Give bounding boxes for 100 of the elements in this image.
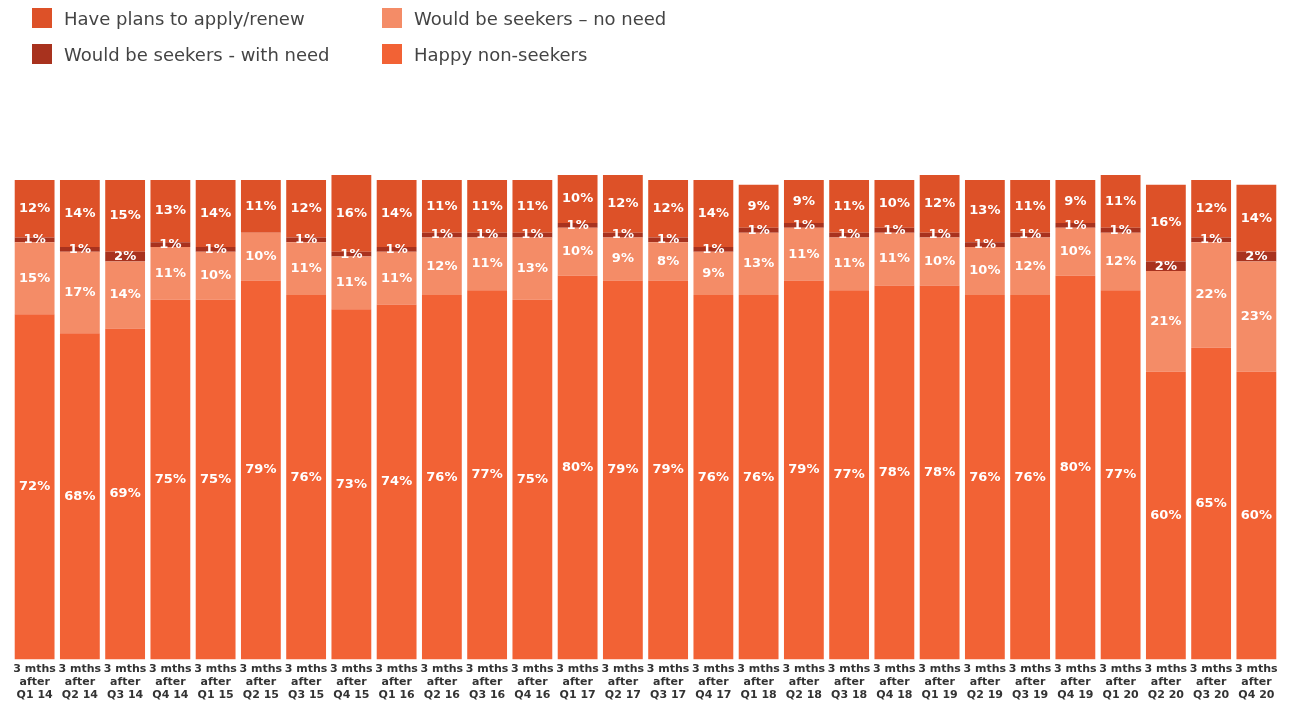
legend-label: Would be seekers - with need [64,43,330,65]
x-tick-label: 3 mths after Q4 18 [873,661,917,702]
x-tick-label: 3 mths after Q1 14 [13,661,57,702]
data-label: 74% [381,473,413,489]
data-label: 69% [109,485,141,501]
data-label: 72% [19,478,51,494]
data-label: 78% [924,463,956,479]
data-label: 9% [702,264,725,280]
legend-label: Have plans to apply/renew [64,7,305,29]
data-label: 65% [1195,494,1227,510]
x-tick-label: 3 mths after Q2 15 [239,661,283,702]
data-label: 76% [969,468,1001,484]
data-label: 11% [471,197,503,213]
data-label: 79% [245,461,277,477]
data-label: 1% [838,226,861,242]
x-tick-label: 3 mths after Q4 14 [149,661,193,702]
x-tick-label: 3 mths after Q3 17 [646,661,690,702]
x-tick-label: 3 mths after Q3 20 [1189,661,1233,702]
data-label: 12% [1014,257,1046,273]
data-label: 16% [1150,214,1182,230]
data-label: 10% [969,262,1001,278]
data-label: 77% [471,466,503,482]
data-label: 1% [883,221,906,237]
data-label: 10% [245,247,277,263]
data-label: 1% [973,236,996,252]
data-label: 79% [788,461,820,477]
x-tick-label: 3 mths after Q2 19 [963,661,1007,702]
data-label: 1% [295,231,318,247]
data-label: 11% [381,269,413,285]
x-tick-label: 3 mths after Q4 16 [511,661,555,702]
data-label: 76% [290,468,322,484]
data-label: 75% [154,470,186,486]
legend-label: Happy non-seekers [414,43,588,65]
data-label: 12% [652,200,684,216]
data-label: 1% [1064,216,1087,232]
x-tick-label: 3 mths after Q3 16 [465,661,509,702]
x-tick-label: 3 mths after Q4 20 [1235,661,1279,702]
data-label: 12% [607,195,639,211]
data-label: 11% [833,197,865,213]
x-tick-label: 3 mths after Q3 14 [103,661,147,702]
data-label: 11% [516,197,548,213]
x-tick-label: 3 mths after Q3 19 [1008,661,1052,702]
data-label: 14% [200,204,232,220]
data-label: 11% [878,250,910,266]
data-label: 10% [1059,243,1091,259]
data-label: 13% [743,255,775,271]
data-label: 13% [969,202,1001,218]
data-label: 13% [154,202,186,218]
data-label: 9% [1064,192,1087,208]
data-label: 14% [1240,209,1272,225]
data-label: 11% [471,255,503,271]
data-label: 11% [154,264,186,280]
x-tick-label: 3 mths after Q1 15 [194,661,238,702]
data-label: 15% [19,269,51,285]
data-label: 1% [611,226,634,242]
data-label: 12% [290,200,322,216]
data-label: 76% [426,468,458,484]
data-label: 1% [702,240,725,256]
x-tick-label: 3 mths after Q3 15 [284,661,328,702]
x-tick-label: 3 mths after Q2 14 [58,661,102,702]
data-label: 11% [426,197,458,213]
data-label: 1% [340,245,363,261]
data-label: 80% [1059,458,1091,474]
data-label: 79% [652,461,684,477]
data-label: 23% [1240,307,1272,323]
data-label: 21% [1150,312,1182,328]
data-label: 1% [476,226,499,242]
x-tick-label: 3 mths after Q2 17 [601,661,645,702]
data-label: 1% [566,216,589,232]
data-label: 77% [1105,466,1137,482]
data-label: 2% [114,247,137,263]
data-label: 13% [516,259,548,275]
data-label: 11% [833,255,865,271]
x-tick-label: 3 mths after Q4 15 [330,661,374,702]
data-label: 1% [1109,221,1132,237]
data-label: 76% [743,468,775,484]
data-label: 10% [200,267,232,283]
data-label: 17% [64,283,96,299]
data-label: 2% [1245,247,1268,263]
data-label: 10% [878,195,910,211]
data-label: 73% [335,475,367,491]
x-tick-label: 3 mths after Q4 19 [1054,661,1098,702]
data-label: 1% [747,221,770,237]
data-label: 14% [381,204,413,220]
data-label: 14% [64,204,96,220]
data-label: 16% [335,204,367,220]
data-label: 1% [204,240,227,256]
x-tick-label: 3 mths after Q2 18 [782,661,826,702]
x-tick-label: 3 mths after Q4 17 [692,661,736,702]
data-label: 11% [1014,197,1046,213]
x-tick-label: 3 mths after Q1 17 [556,661,600,702]
data-label: 11% [335,274,367,290]
data-label: 1% [430,226,453,242]
data-label: 15% [109,207,141,223]
data-label: 76% [1014,468,1046,484]
data-label: 1% [1019,226,1042,242]
x-tick-label: 3 mths after Q3 18 [827,661,871,702]
data-label: 12% [426,257,458,273]
data-label: 2% [1154,257,1177,273]
x-tick-label: 3 mths after Q2 20 [1144,661,1188,702]
